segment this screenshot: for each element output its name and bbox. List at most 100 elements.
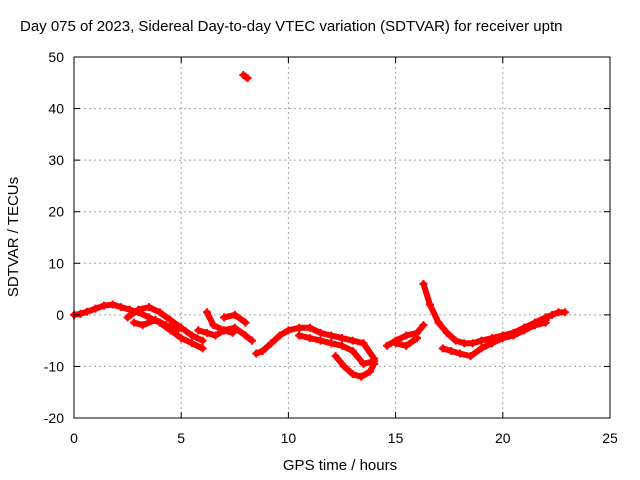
data-point — [327, 339, 336, 348]
x-tick-label: 15 — [388, 430, 404, 446]
data-point — [359, 339, 368, 348]
chart-title: Day 075 of 2023, Sidereal Day-to-day VTE… — [20, 18, 563, 35]
data-point — [138, 321, 147, 330]
data-point — [155, 308, 164, 317]
y-tick-label: 40 — [48, 101, 64, 117]
data-point — [460, 339, 469, 348]
x-tick-label: 10 — [281, 430, 297, 446]
grid — [74, 57, 610, 418]
data-point — [194, 326, 203, 335]
data-point — [370, 359, 379, 368]
data-point — [243, 74, 252, 83]
data-point — [166, 316, 175, 325]
data-point — [295, 331, 304, 340]
data-point — [177, 334, 186, 343]
data-point — [357, 372, 366, 381]
data-point — [447, 346, 456, 355]
y-tick-label: 10 — [48, 255, 64, 271]
data-point — [327, 331, 336, 340]
data-point — [477, 344, 486, 353]
data-point — [419, 279, 428, 288]
data-point — [228, 328, 237, 337]
plot-frame — [73, 56, 611, 419]
data-point — [402, 341, 411, 350]
data-point — [130, 318, 139, 327]
data-point — [123, 313, 132, 322]
data-point — [134, 305, 143, 314]
data-point — [187, 339, 196, 348]
data-point — [162, 321, 171, 330]
data-point — [305, 323, 314, 332]
data-point — [275, 331, 284, 340]
data-point — [391, 339, 400, 348]
data-point — [359, 359, 368, 368]
y-tick-label: 20 — [48, 204, 64, 220]
data-point — [498, 331, 507, 340]
data-point — [520, 323, 529, 332]
y-tick-label: 50 — [48, 49, 64, 65]
data-point — [284, 326, 293, 335]
data-point — [305, 334, 314, 343]
data-point — [267, 339, 276, 348]
x-tick-label: 20 — [495, 430, 511, 446]
data-point — [172, 326, 181, 335]
data-point — [530, 321, 539, 330]
data-point — [247, 336, 256, 345]
data-point — [187, 331, 196, 340]
series-track-12 — [420, 280, 549, 347]
data-point — [348, 336, 357, 345]
data-point — [252, 349, 261, 358]
data-point — [402, 331, 411, 340]
x-tick-label: 0 — [70, 430, 78, 446]
data-point — [338, 341, 346, 350]
data-point — [230, 310, 239, 319]
data-point — [488, 336, 497, 345]
data-point — [202, 308, 211, 317]
data-point — [100, 301, 109, 310]
series-track-14 — [489, 317, 549, 344]
data-marks — [70, 71, 569, 381]
data-point — [76, 309, 85, 318]
data-point — [220, 313, 229, 322]
data-point — [425, 300, 434, 309]
data-point — [108, 300, 117, 309]
data-point — [241, 318, 250, 327]
data-point — [82, 307, 91, 316]
axis-ticks: 0 5 10 15 20 25 -20 -10 0 10 20 30 40 50 — [44, 49, 618, 446]
data-point — [413, 334, 422, 343]
data-point — [295, 323, 304, 332]
data-point — [198, 344, 207, 353]
data-point — [117, 303, 126, 312]
data-point — [348, 370, 357, 379]
data-point — [560, 308, 569, 317]
data-point — [209, 321, 218, 330]
data-point — [455, 349, 464, 358]
y-tick-label: 0 — [56, 307, 64, 323]
data-point — [145, 303, 154, 312]
data-point — [434, 318, 443, 327]
x-tick-label: 25 — [602, 430, 618, 446]
x-axis-label: GPS time / hours — [282, 457, 398, 474]
y-tick-label: -20 — [44, 410, 64, 426]
data-point — [220, 326, 229, 335]
data-point — [91, 304, 100, 313]
data-point — [151, 316, 160, 325]
data-point — [258, 346, 267, 355]
data-point — [316, 336, 325, 345]
data-point — [548, 310, 557, 319]
data-point — [316, 328, 325, 337]
y-tick-label: -10 — [44, 358, 64, 374]
data-point — [443, 328, 452, 337]
data-point — [468, 339, 477, 348]
data-point — [348, 346, 357, 355]
data-point — [211, 331, 220, 340]
y-axis-label: SDTVAR / TECUs — [5, 176, 22, 298]
data-point — [383, 341, 392, 350]
y-tick-label: 30 — [48, 152, 64, 168]
data-point — [241, 331, 250, 340]
data-point — [338, 334, 346, 343]
data-point — [509, 328, 518, 337]
data-point — [541, 313, 550, 322]
data-point — [198, 336, 207, 345]
